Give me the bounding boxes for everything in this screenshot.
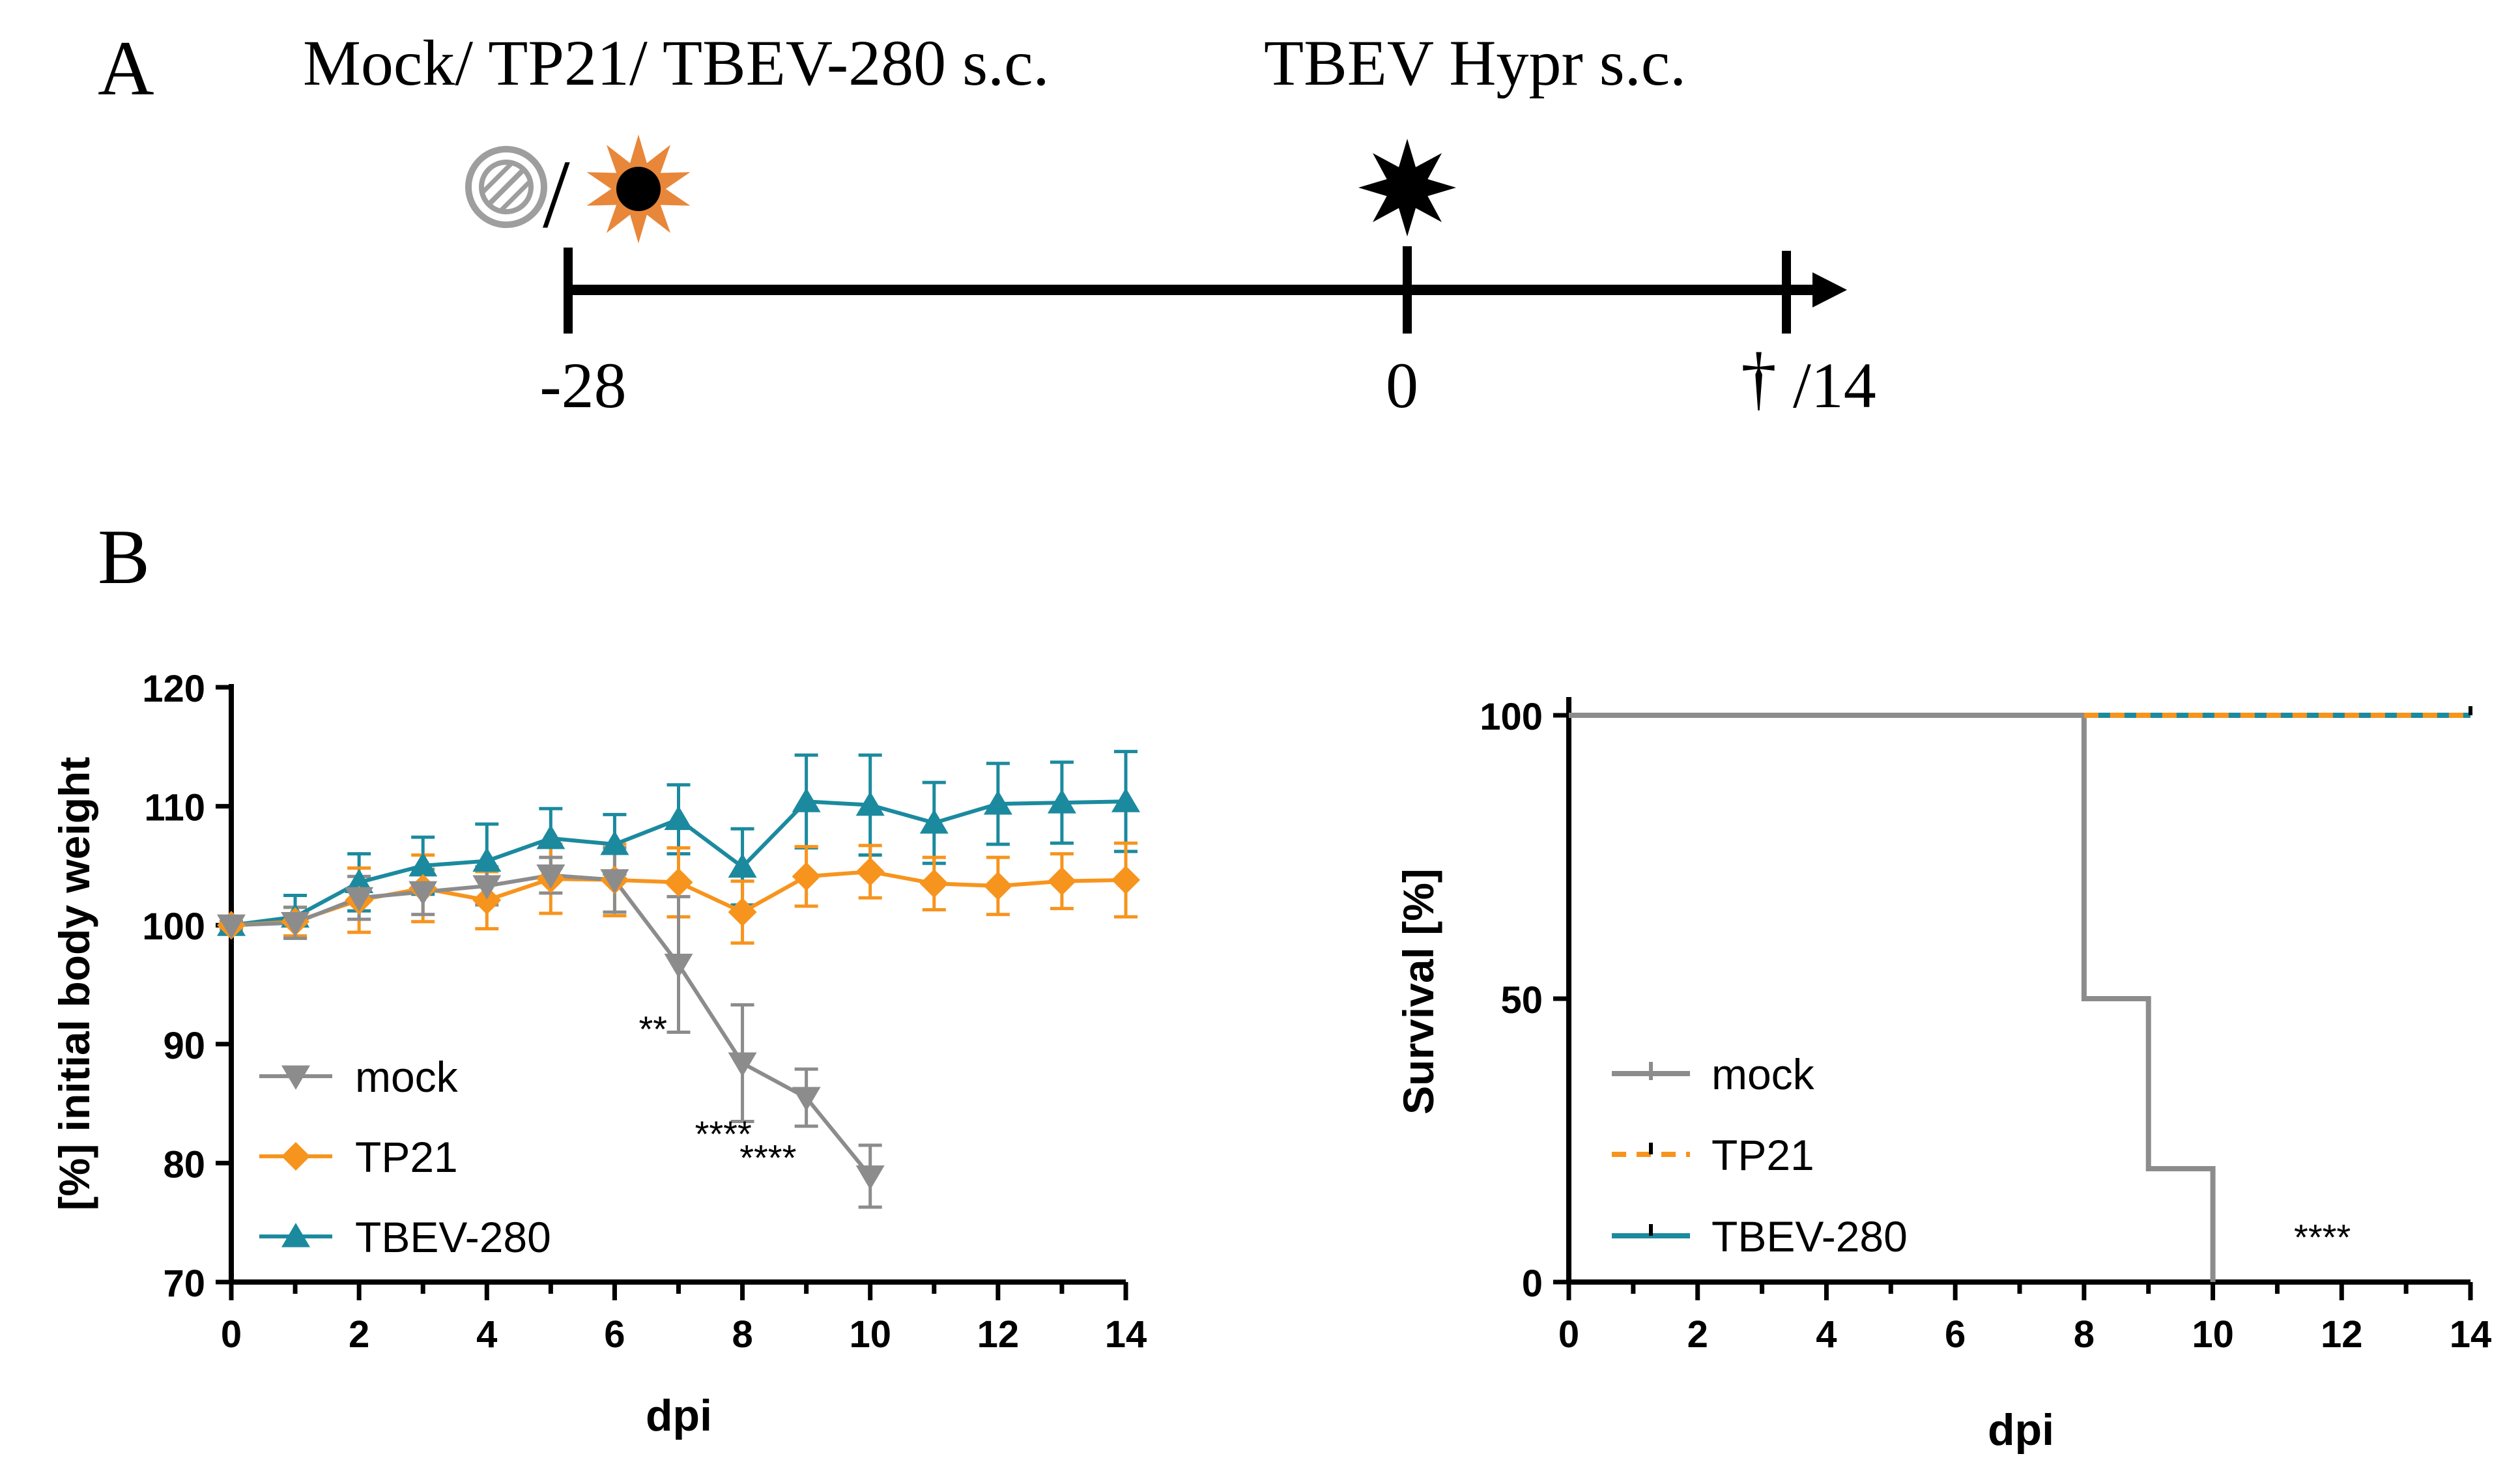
data-point-mock [408,881,438,906]
challenge-label: TBEV Hypr s.c. [1264,27,1686,99]
data-point-TP21 [855,857,885,887]
timeline-arrowhead [1812,272,1847,307]
survival-x-tick-label: 8 [2074,1313,2095,1356]
survival-y-tick-label: 100 [1480,696,1543,738]
data-point-TBEV-280 [600,831,629,855]
data-point-TBEV-280 [408,852,438,877]
weight-x-label: dpi [646,1391,712,1440]
data-point-TP21 [664,868,693,897]
weight-x-tick-label: 12 [977,1313,1020,1356]
weight-x-tick-label: 2 [349,1313,369,1356]
weight-y-tick-label: 100 [142,906,205,948]
weight-y-tick-label: 80 [163,1143,205,1186]
panel-a-timeline: A Mock/ TP21/ TBEV-280 s.c. TBEV Hypr s.… [98,25,1876,421]
legend-label-mock: mock [355,1053,459,1101]
legend-label-TBEV-280: TBEV-280 [1711,1212,1908,1261]
legend-label-TP21: TP21 [355,1133,458,1181]
data-point-TP21 [728,898,757,927]
immunization-label: Mock/ TP21/ TBEV-280 s.c. [303,27,1049,99]
panel-b-letter: B [98,513,150,600]
timeline-label-end: /14 [1793,349,1876,421]
legend-marker-mock [281,1065,310,1090]
survival-legend: mock TP21 TBEV-280 [1612,1050,1908,1261]
survival-x-tick-label: 10 [2192,1313,2234,1356]
panel-a-letter: A [98,25,154,111]
data-point-TBEV-280 [664,805,693,831]
data-point-mock [281,912,310,937]
weight-x-tick-label: 6 [604,1313,625,1356]
data-point-TP21 [472,885,502,915]
attenuated-virus-icon [586,134,691,244]
survival-x-tick-label: 2 [1687,1313,1708,1356]
data-point-TP21 [1111,865,1140,894]
data-point-TP21 [1047,866,1076,896]
significance-label: **** [739,1137,796,1178]
weight-x-tick-label: 10 [849,1313,891,1356]
data-point-TBEV-280 [792,788,821,812]
data-point-mock [855,1165,885,1190]
data-point-TBEV-280 [983,790,1012,815]
data-point-mock [345,887,374,912]
data-point-TP21 [919,869,949,898]
weight-y-label: [%] initial body weight [50,757,98,1211]
timeline-label-start: -28 [539,349,626,421]
significance-label: **** [695,1113,752,1154]
legend-label-TBEV-280: TBEV-280 [355,1213,551,1261]
weight-y-tick-label: 110 [144,787,205,829]
significance-label: ** [638,1008,667,1049]
timeline-label-mid: 0 [1386,349,1418,421]
legend-marker-TBEV-280 [281,1223,310,1248]
data-point-TBEV-280 [536,825,566,849]
weight-legend: mock TP21 TBEV-280 [259,1053,551,1261]
legend-marker-TP21 [281,1142,310,1171]
significance-label: **** [2294,1217,2351,1258]
weight-y-tick-label: 90 [163,1025,205,1067]
data-point-mock [728,1052,757,1077]
weight-y-tick-label: 120 [142,668,205,710]
dagger-icon: † [1741,338,1777,418]
data-point-mock [472,875,502,900]
data-point-TBEV-280 [919,809,949,834]
data-point-TP21 [983,871,1012,900]
data-point-mock [217,914,246,939]
data-point-TBEV-280 [472,847,502,872]
data-point-TBEV-280 [855,791,885,816]
series-line-mock [231,873,872,1178]
data-point-TBEV-280 [345,868,374,893]
survival-y-label: Survival [%] [1394,868,1442,1115]
weight-x-tick-label: 4 [476,1313,497,1356]
survival-x-tick-label: 6 [1945,1313,1966,1356]
survival-x-tick-label: 12 [2321,1313,2363,1356]
weight-y-tick-label: 70 [163,1263,205,1305]
weight-x-tick-label: 8 [732,1313,752,1356]
data-point-mock [600,869,629,894]
legend-label-TP21: TP21 [1711,1131,1814,1179]
data-point-TP21 [792,862,821,891]
survival-x-tick-label: 4 [1816,1313,1837,1356]
virulent-virus-icon [1358,139,1456,236]
weight-x-tick-label: 0 [221,1313,242,1356]
data-point-mock [664,953,693,978]
survival-line-mock [1569,713,2216,1282]
survival-x-label: dpi [1988,1405,2054,1455]
weight-x-tick-label: 14 [1105,1313,1147,1356]
slash-separator: / [543,140,570,248]
data-point-TBEV-280 [1047,789,1076,814]
data-point-mock [792,1087,821,1111]
legend-label-mock: mock [1711,1050,1815,1098]
survival-x-tick-label: 0 [1558,1313,1579,1356]
data-point-TBEV-280 [728,853,757,878]
survival-y-tick-label: 0 [1522,1263,1543,1305]
survival-x-tick-label: 14 [2450,1313,2492,1356]
survival-y-tick-label: 50 [1500,979,1543,1021]
data-point-TBEV-280 [1111,788,1140,812]
mock-icon [465,146,547,228]
data-point-mock [536,864,566,889]
